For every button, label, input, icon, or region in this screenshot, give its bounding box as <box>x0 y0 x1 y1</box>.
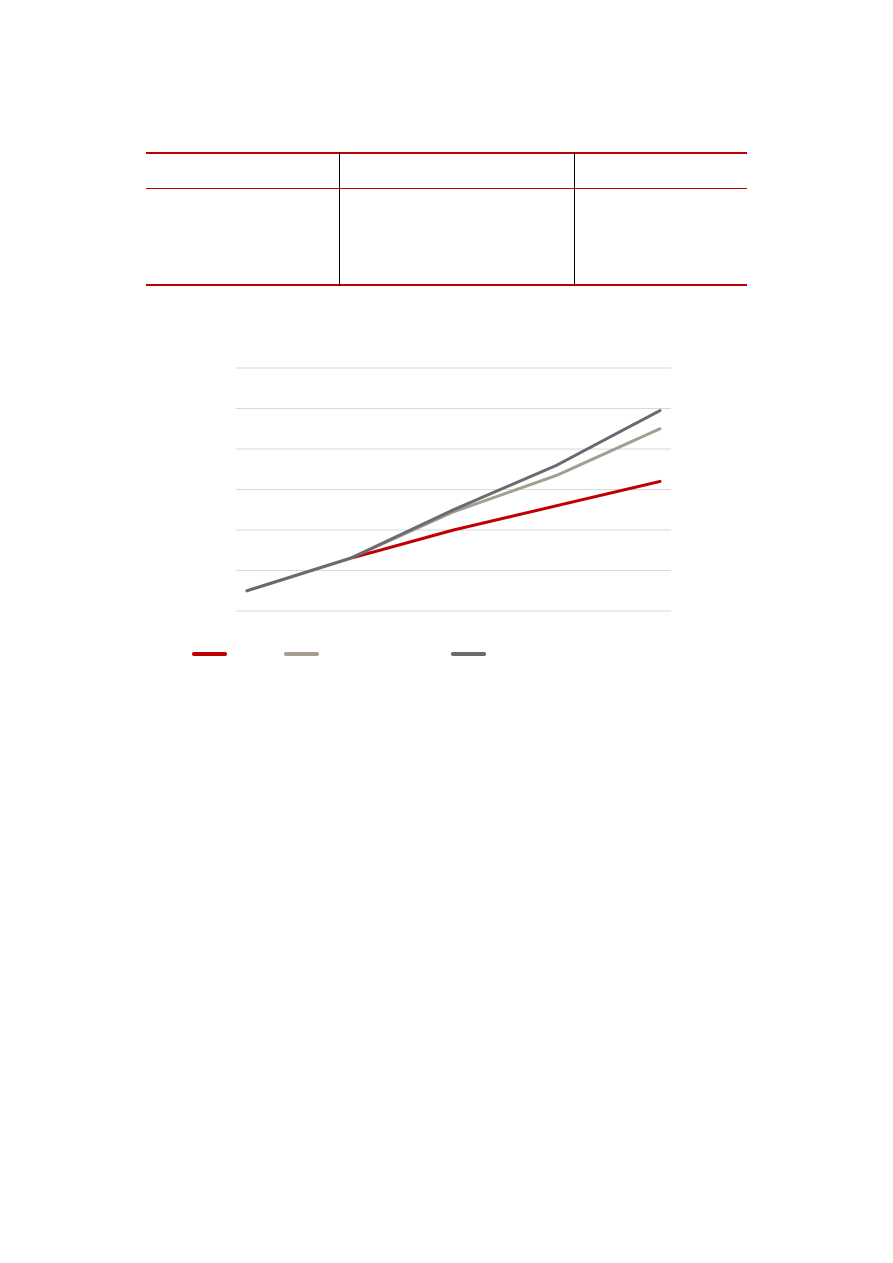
table-header-rule <box>146 188 747 189</box>
empty-table <box>146 152 747 286</box>
table-column-divider <box>574 152 575 286</box>
series-line-1 <box>245 479 662 593</box>
series-line-3 <box>245 409 662 593</box>
table-column-divider <box>339 152 340 286</box>
table-top-rule <box>146 152 747 154</box>
chart-series <box>245 409 662 593</box>
table-bottom-rule <box>146 284 747 286</box>
line-chart <box>192 367 671 656</box>
